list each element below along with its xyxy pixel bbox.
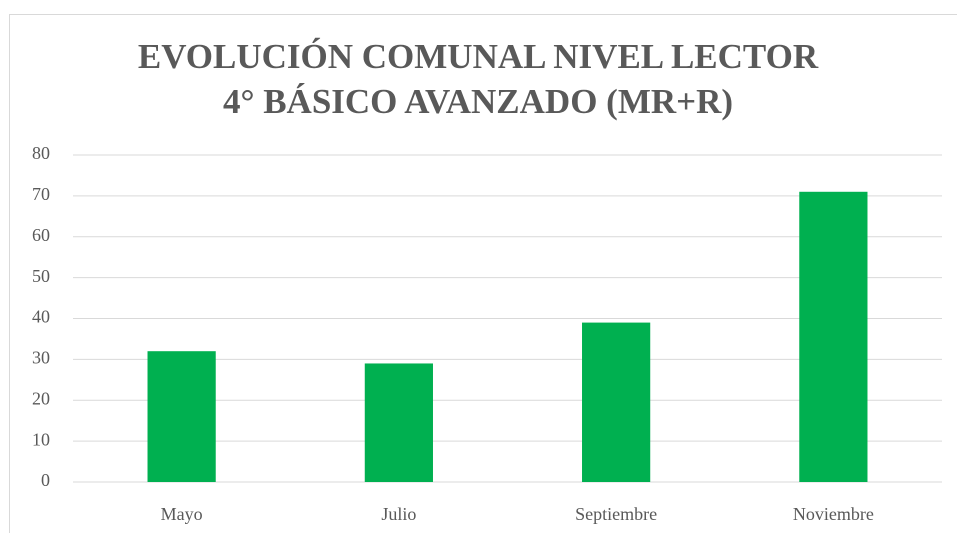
y-tick-label: 50 (32, 266, 50, 286)
y-tick-label: 70 (32, 184, 50, 204)
y-tick-label: 40 (32, 307, 50, 327)
y-tick-label: 30 (32, 348, 50, 368)
x-tick-label: Mayo (161, 504, 203, 524)
y-tick-label: 10 (32, 429, 50, 449)
y-tick-label: 0 (41, 470, 50, 490)
y-tick-label: 60 (32, 225, 50, 245)
x-tick-label: Noviembre (793, 504, 874, 524)
x-tick-label: Septiembre (575, 504, 657, 524)
bar (799, 191, 868, 482)
bar (364, 363, 433, 482)
y-tick-label: 80 (32, 143, 50, 163)
chart-title-line: 4° BÁSICO AVANZADO (MR+R) (223, 82, 733, 121)
bar (582, 322, 651, 482)
chart-title-line: EVOLUCIÓN COMUNAL NIVEL LECTOR (138, 36, 819, 76)
bar (147, 351, 216, 482)
x-tick-label: Julio (381, 504, 416, 524)
y-tick-label: 20 (32, 388, 50, 408)
